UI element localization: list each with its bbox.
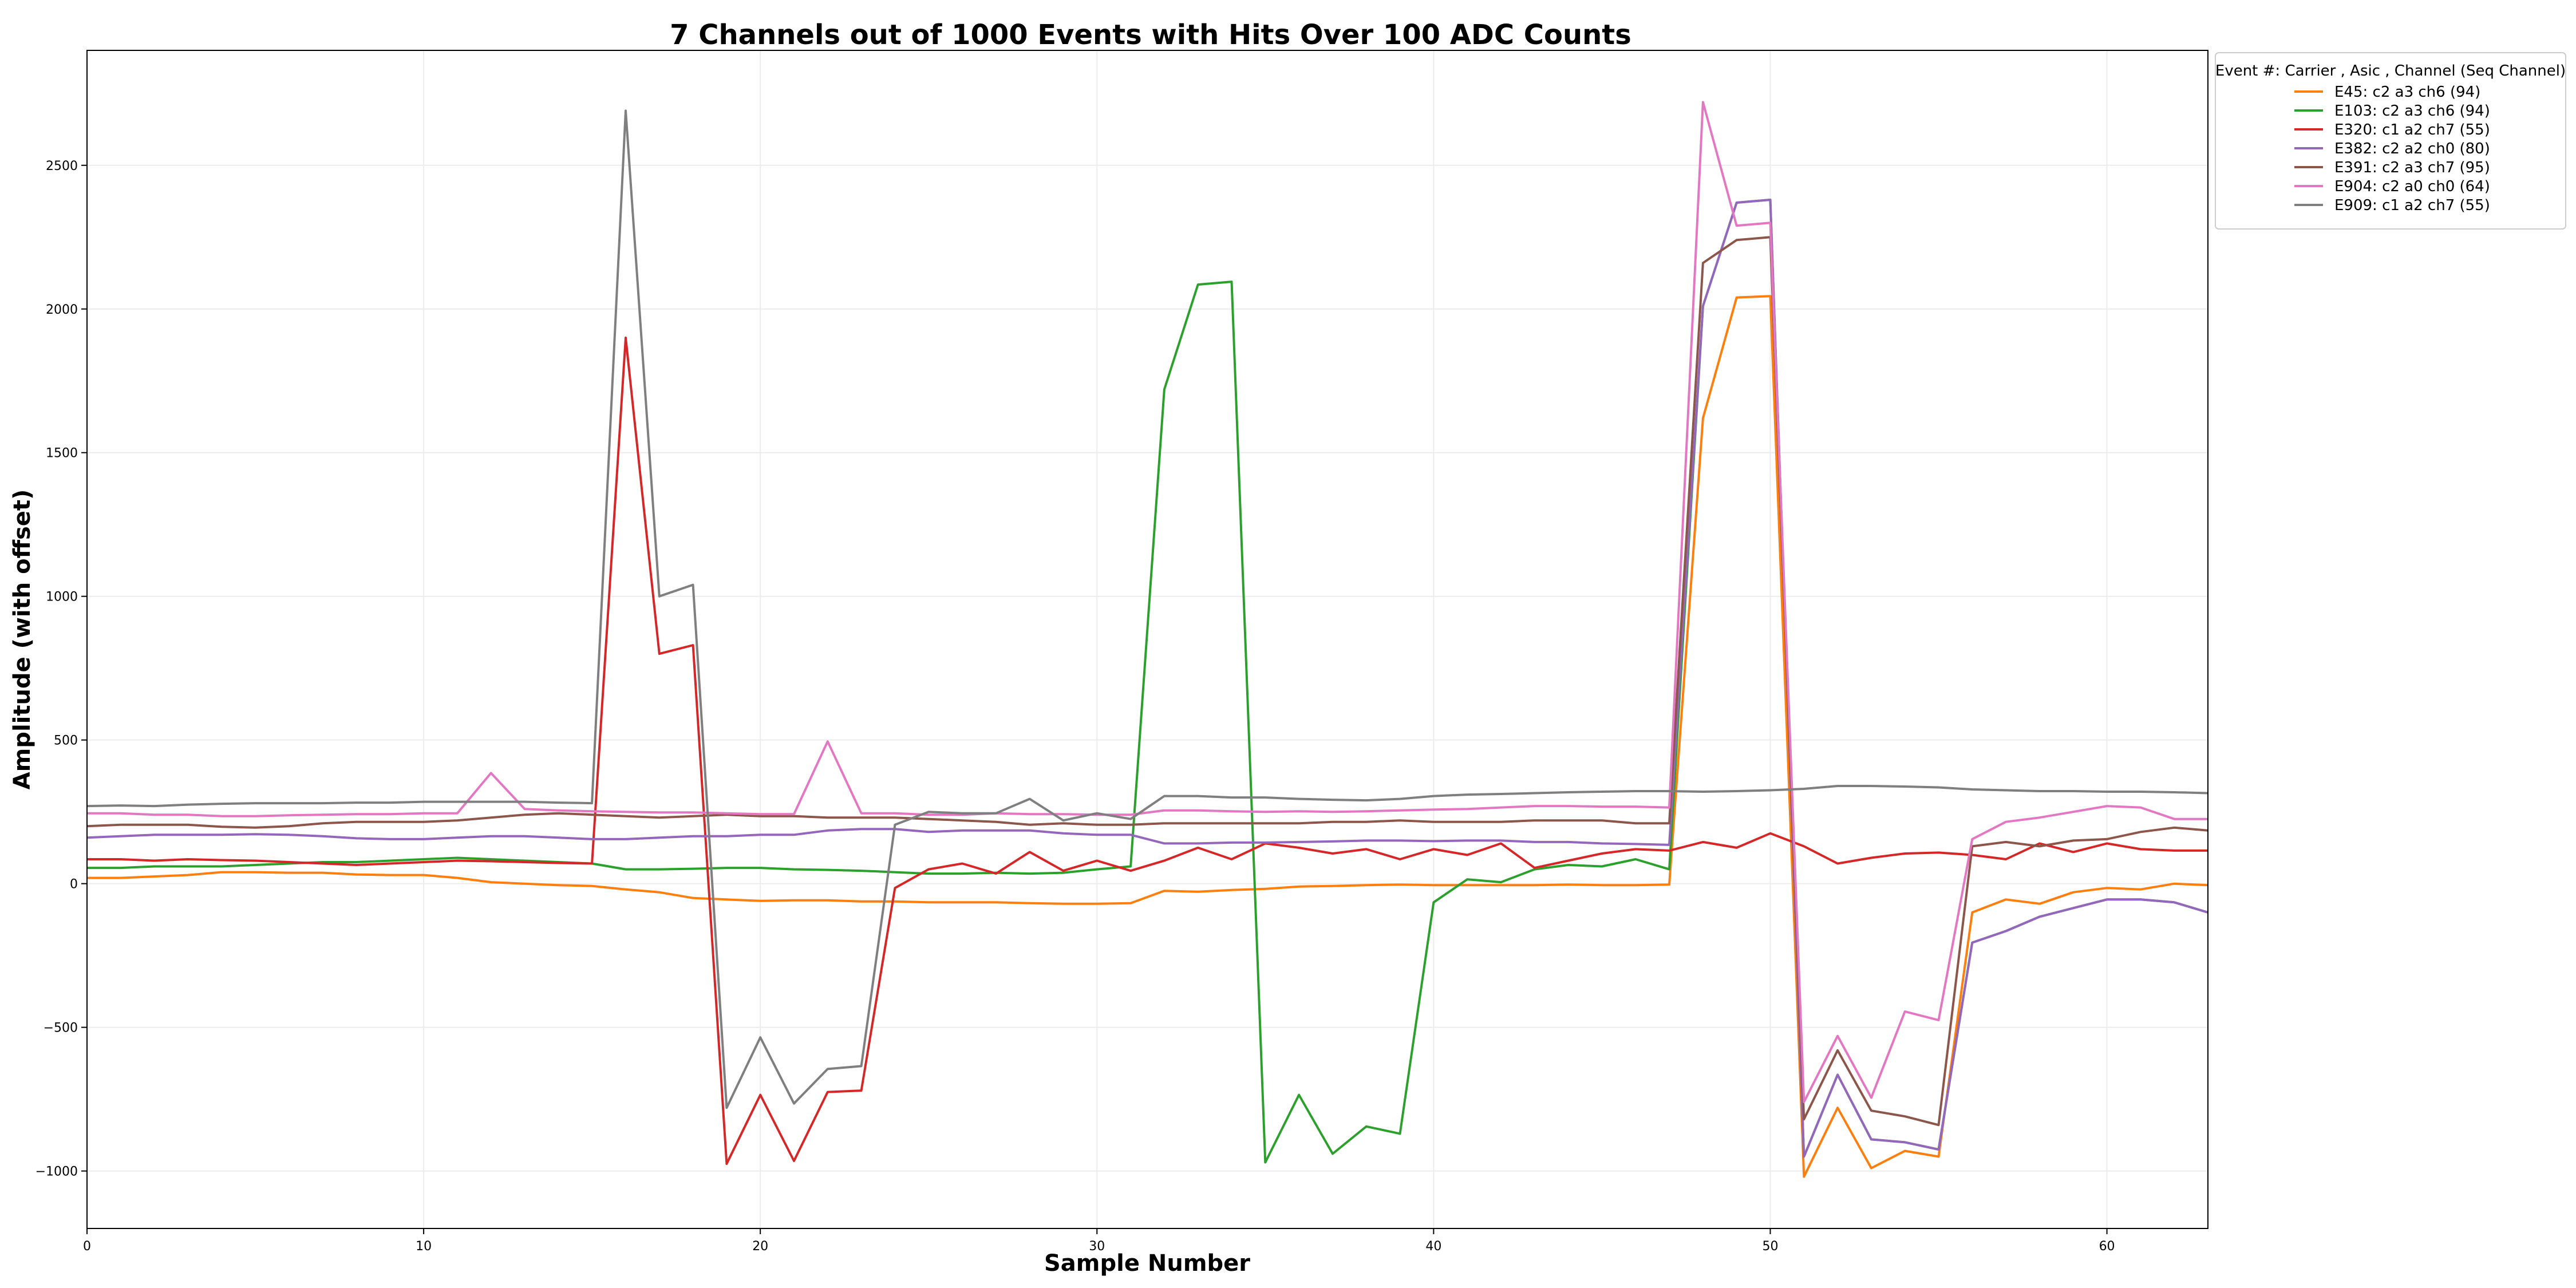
x-tick-label: 20: [752, 1239, 768, 1254]
y-tick-label: −500: [44, 1021, 78, 1036]
x-tick-label: 60: [2099, 1239, 2115, 1254]
legend-title: Event #: Carrier , Asic , Channel (Seq C…: [2215, 62, 2566, 80]
legend-entry-label: E904: c2 a0 ch0 (64): [2334, 178, 2490, 195]
y-tick-label: 0: [70, 878, 78, 892]
series-line-3: [87, 337, 2208, 1165]
x-tick-label: 40: [1425, 1239, 1441, 1254]
axis-ticks: 0 10 20 30 40 50 60 −1000 −500 0 500 1000 1500 2000 25…: [35, 159, 2115, 1254]
y-tick-label: 1500: [46, 447, 78, 461]
y-tick-label: −1000: [35, 1165, 78, 1179]
x-tick-label: 50: [1762, 1239, 1778, 1254]
series-lines: [86, 101, 2208, 1178]
x-axis-label: Sample Number: [1044, 1250, 1250, 1277]
series-line-5: [86, 236, 2208, 1127]
series-line-2: [87, 199, 2208, 1164]
x-tick-label: 0: [83, 1239, 91, 1254]
series-line-6: [87, 101, 2208, 1104]
series-line-7: [86, 109, 2208, 1109]
x-tick-label: 10: [416, 1239, 432, 1254]
y-tick-label: 2500: [46, 159, 78, 173]
series-line-4: [86, 199, 2208, 1158]
y-axis-label: Amplitude (with offset): [9, 489, 35, 790]
legend-entry-label: E909: c1 a2 ch7 (55): [2334, 197, 2490, 214]
legend: Event #: Carrier , Asic , Channel (Seq C…: [2215, 52, 2566, 230]
legend-entry-label: E103: c2 a3 ch6 (94): [2334, 102, 2490, 120]
chart-title: 7 Channels out of 1000 Events with Hits …: [670, 19, 1631, 51]
legend-entry-label: E382: c2 a2 ch0 (80): [2334, 140, 2490, 157]
plot-frame: [86, 50, 2208, 1229]
legend-entry-label: E391: c2 a3 ch7 (95): [2334, 159, 2490, 176]
y-tick-label: 1000: [46, 590, 78, 605]
y-tick-label: 500: [54, 734, 78, 748]
series-line-1: [87, 295, 2208, 1178]
legend-entry-label: E45: c2 a3 ch6 (94): [2334, 84, 2480, 101]
legend-entry-label: E320: c1 a2 ch7 (55): [2334, 121, 2490, 139]
x-tick-label: 30: [1089, 1239, 1105, 1254]
y-tick-label: 2000: [46, 303, 78, 317]
legend-items: E45: c2 a3 ch6 (94)E103: c2 a3 ch6 (94)E…: [2294, 84, 2490, 214]
